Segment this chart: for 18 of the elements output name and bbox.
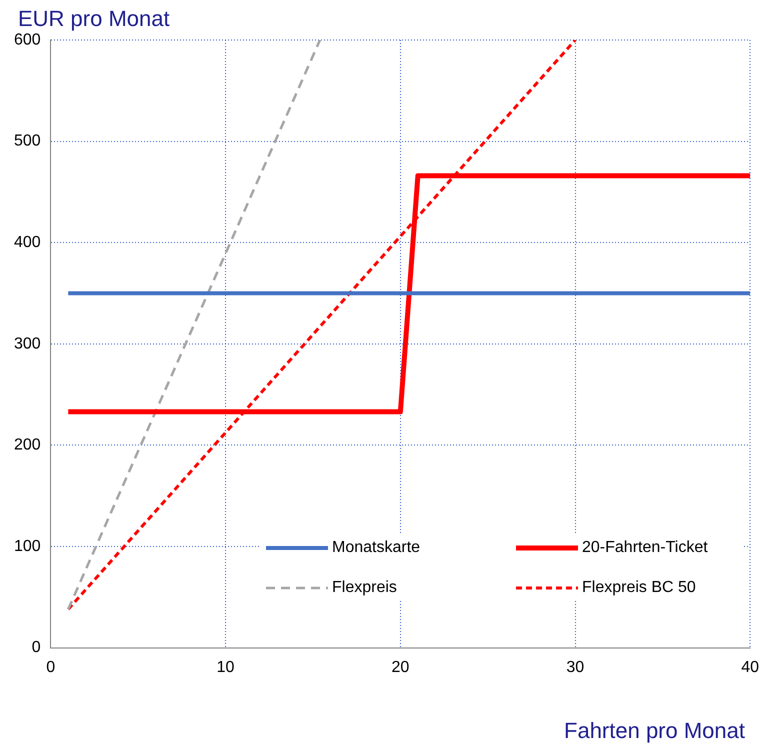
y-tick-label: 300	[14, 335, 41, 352]
x-tick-label: 40	[741, 658, 760, 676]
legend-label: Flexpreis BC 50	[582, 579, 696, 597]
x-tick-label: 20	[392, 658, 410, 676]
y-tick-label: 100	[14, 538, 41, 555]
x-axis-title: Fahrten pro Monat	[564, 718, 745, 744]
legend-label: Flexpreis	[332, 579, 397, 597]
y-tick-label: 0	[32, 639, 41, 656]
x-tick-label: 30	[566, 658, 584, 676]
y-axis-title: EUR pro Monat	[18, 6, 170, 32]
legend-label: 20-Fahrten-Ticket	[582, 539, 708, 557]
y-tick-label: 600	[14, 31, 41, 48]
y-tick-label: 400	[14, 234, 41, 252]
x-tick-label: 0	[46, 658, 56, 676]
x-tick-label: 10	[216, 658, 235, 676]
y-tick-label: 200	[14, 436, 41, 454]
legend-label: Monatskarte	[332, 539, 420, 557]
y-tick-label: 500	[14, 132, 41, 150]
